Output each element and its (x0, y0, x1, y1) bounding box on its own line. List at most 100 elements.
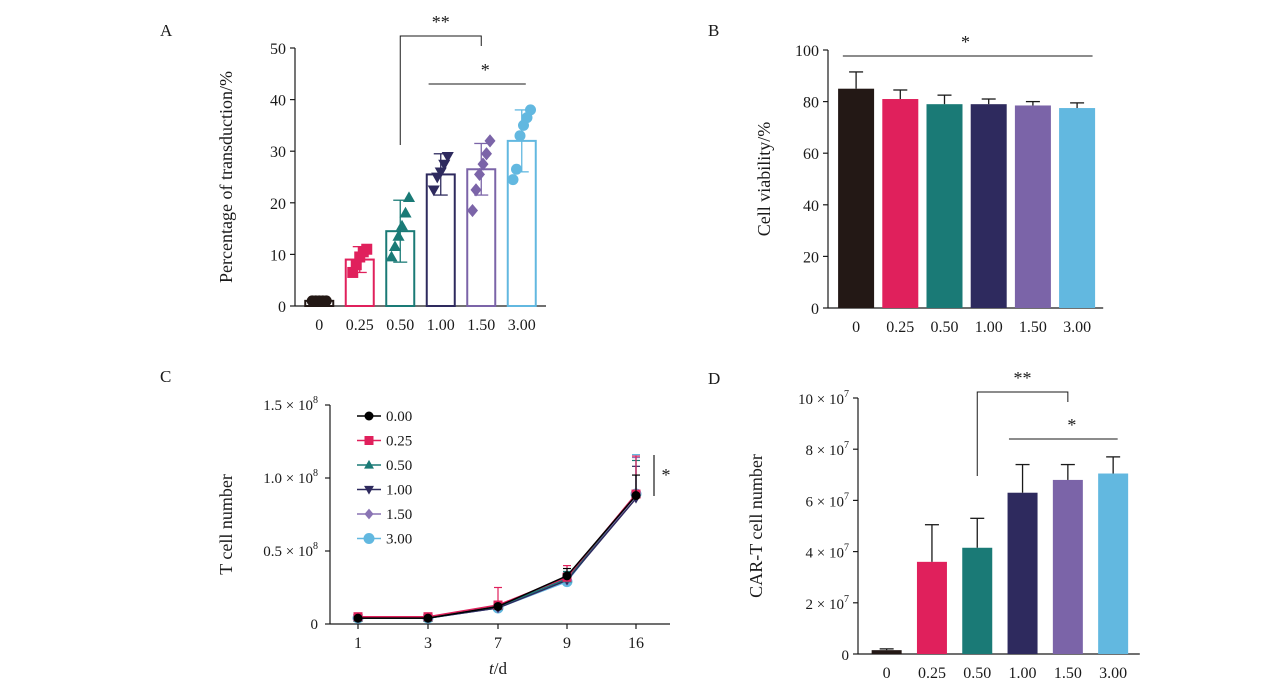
legend-marker (364, 485, 374, 495)
bar-3.00 (1059, 108, 1096, 308)
data-point (385, 250, 398, 262)
data-point (525, 104, 536, 116)
y-tick-label: 0 (278, 299, 286, 316)
x-tick-label: 1.50 (1054, 665, 1082, 682)
data-point (441, 151, 454, 163)
bar-0.25 (916, 561, 947, 654)
x-tick-label: 7 (494, 635, 502, 652)
data-point (361, 243, 373, 255)
legend-marker (363, 533, 375, 544)
y-tick-label: 50 (270, 41, 286, 58)
data-point (353, 613, 363, 623)
legend-label: 0.00 (386, 409, 412, 425)
x-tick-label: 9 (563, 635, 571, 652)
data-point (388, 240, 402, 252)
x-tick-label: 16 (628, 635, 644, 652)
bar-0.50 (926, 104, 963, 309)
x-tick-label: 3.00 (1099, 665, 1127, 682)
y-tick-label: 30 (270, 144, 286, 161)
y-axis-label: T cell number (216, 474, 236, 575)
legend-marker (364, 459, 374, 469)
x-tick-label: 0.50 (931, 319, 959, 336)
data-point (402, 191, 416, 203)
y-tick-label: 10 (270, 247, 286, 264)
data-point (320, 295, 332, 307)
x-tick-label: 3 (424, 635, 432, 652)
panel-label-c: C (160, 367, 171, 386)
panel-b: 0 20 40 60 80 100 Cell viability/% 0 0.25 0.50 1.0… (754, 32, 1104, 336)
significance-label: * (662, 465, 671, 485)
x-tick-label: 1 (354, 635, 362, 652)
data-point (484, 134, 496, 148)
significance-bracket (399, 35, 482, 145)
panel-label-a: A (160, 21, 173, 40)
y-tick-label: 6 × 107 (806, 491, 849, 510)
y-tick-label: 4 × 107 (806, 543, 849, 562)
x-tick-label: 0.50 (386, 317, 414, 334)
significance-bracket (976, 391, 1069, 476)
bar-0.50 (962, 547, 993, 654)
data-point (481, 147, 492, 161)
y-tick-label: 40 (270, 93, 286, 110)
bar-0.25 (882, 99, 919, 309)
y-tick-label: 20 (270, 196, 286, 213)
legend-marker (364, 436, 374, 445)
data-point (434, 167, 447, 179)
legend-label: 3.00 (386, 532, 412, 548)
bar-1.50 (1052, 479, 1083, 654)
panel-c: 0 0.5 × 108 1.0 × 108 1.5 × 108 1 3 7 9 16 t/d T c… (216, 395, 671, 678)
y-tick-label: 0 (842, 648, 850, 664)
data-point (392, 230, 405, 241)
significance-label: ** (432, 12, 450, 32)
bar-0 (838, 88, 875, 308)
panel-d: 0 2 × 107 4 × 107 6 × 107 8 × 107 10 × 107 CAR… (746, 368, 1140, 682)
data-point (399, 206, 412, 218)
y-tick-label: 80 (803, 95, 819, 112)
significance-label: * (1067, 415, 1076, 435)
y-tick-label: 40 (803, 198, 819, 215)
x-tick-label: 1.00 (975, 319, 1003, 336)
data-point (427, 185, 440, 197)
x-tick-label: 0.25 (918, 665, 946, 682)
y-tick-label: 1.5 × 108 (263, 395, 318, 414)
y-tick-label: 10 × 107 (798, 389, 849, 408)
x-tick-label: 0.50 (963, 665, 991, 682)
y-tick-label: 0.5 × 108 (263, 541, 318, 560)
legend-item-0.25: 0.25 (357, 434, 412, 450)
data-point (493, 601, 503, 611)
legend-item-1.50: 1.50 (357, 507, 412, 523)
y-tick-label: 100 (795, 43, 819, 60)
x-tick-label: 0 (852, 319, 860, 336)
x-tick-label: 1.50 (1019, 319, 1047, 336)
x-tick-label: 1.00 (427, 317, 455, 334)
y-axis-label: CAR-T cell number (746, 454, 766, 598)
legend-label: 0.50 (386, 458, 412, 474)
panel-label-b: B (708, 21, 719, 40)
data-point (395, 219, 409, 231)
legend-item-0.50: 0.50 (357, 458, 412, 474)
legend-marker (364, 508, 374, 520)
panel-a: 0 10 20 30 40 50 Percentage of transduction/% 0… (216, 12, 546, 334)
x-tick-label: 3.00 (1063, 319, 1091, 336)
significance-label: ** (1014, 368, 1032, 388)
y-tick-label: 0 (311, 617, 319, 633)
x-tick-label: 3.00 (508, 317, 536, 334)
legend-item-1.00: 1.00 (357, 483, 412, 499)
series-0.00 (353, 474, 641, 623)
data-point (477, 157, 489, 171)
y-tick-label: 0 (811, 301, 819, 318)
x-tick-label: 1.50 (467, 317, 495, 334)
data-point (562, 571, 572, 581)
x-tick-label: 0 (883, 665, 891, 682)
panel-label-d: D (708, 369, 720, 388)
y-tick-label: 20 (803, 249, 819, 266)
y-tick-label: 60 (803, 146, 819, 163)
data-point (350, 259, 362, 271)
y-axis-label: Cell viability/% (754, 122, 774, 237)
data-point (423, 613, 433, 623)
x-tick-label: 1.00 (1009, 665, 1037, 682)
bar-1.50 (1014, 105, 1051, 308)
y-axis-label: Percentage of transduction/% (216, 71, 236, 283)
significance-label: * (961, 32, 970, 52)
